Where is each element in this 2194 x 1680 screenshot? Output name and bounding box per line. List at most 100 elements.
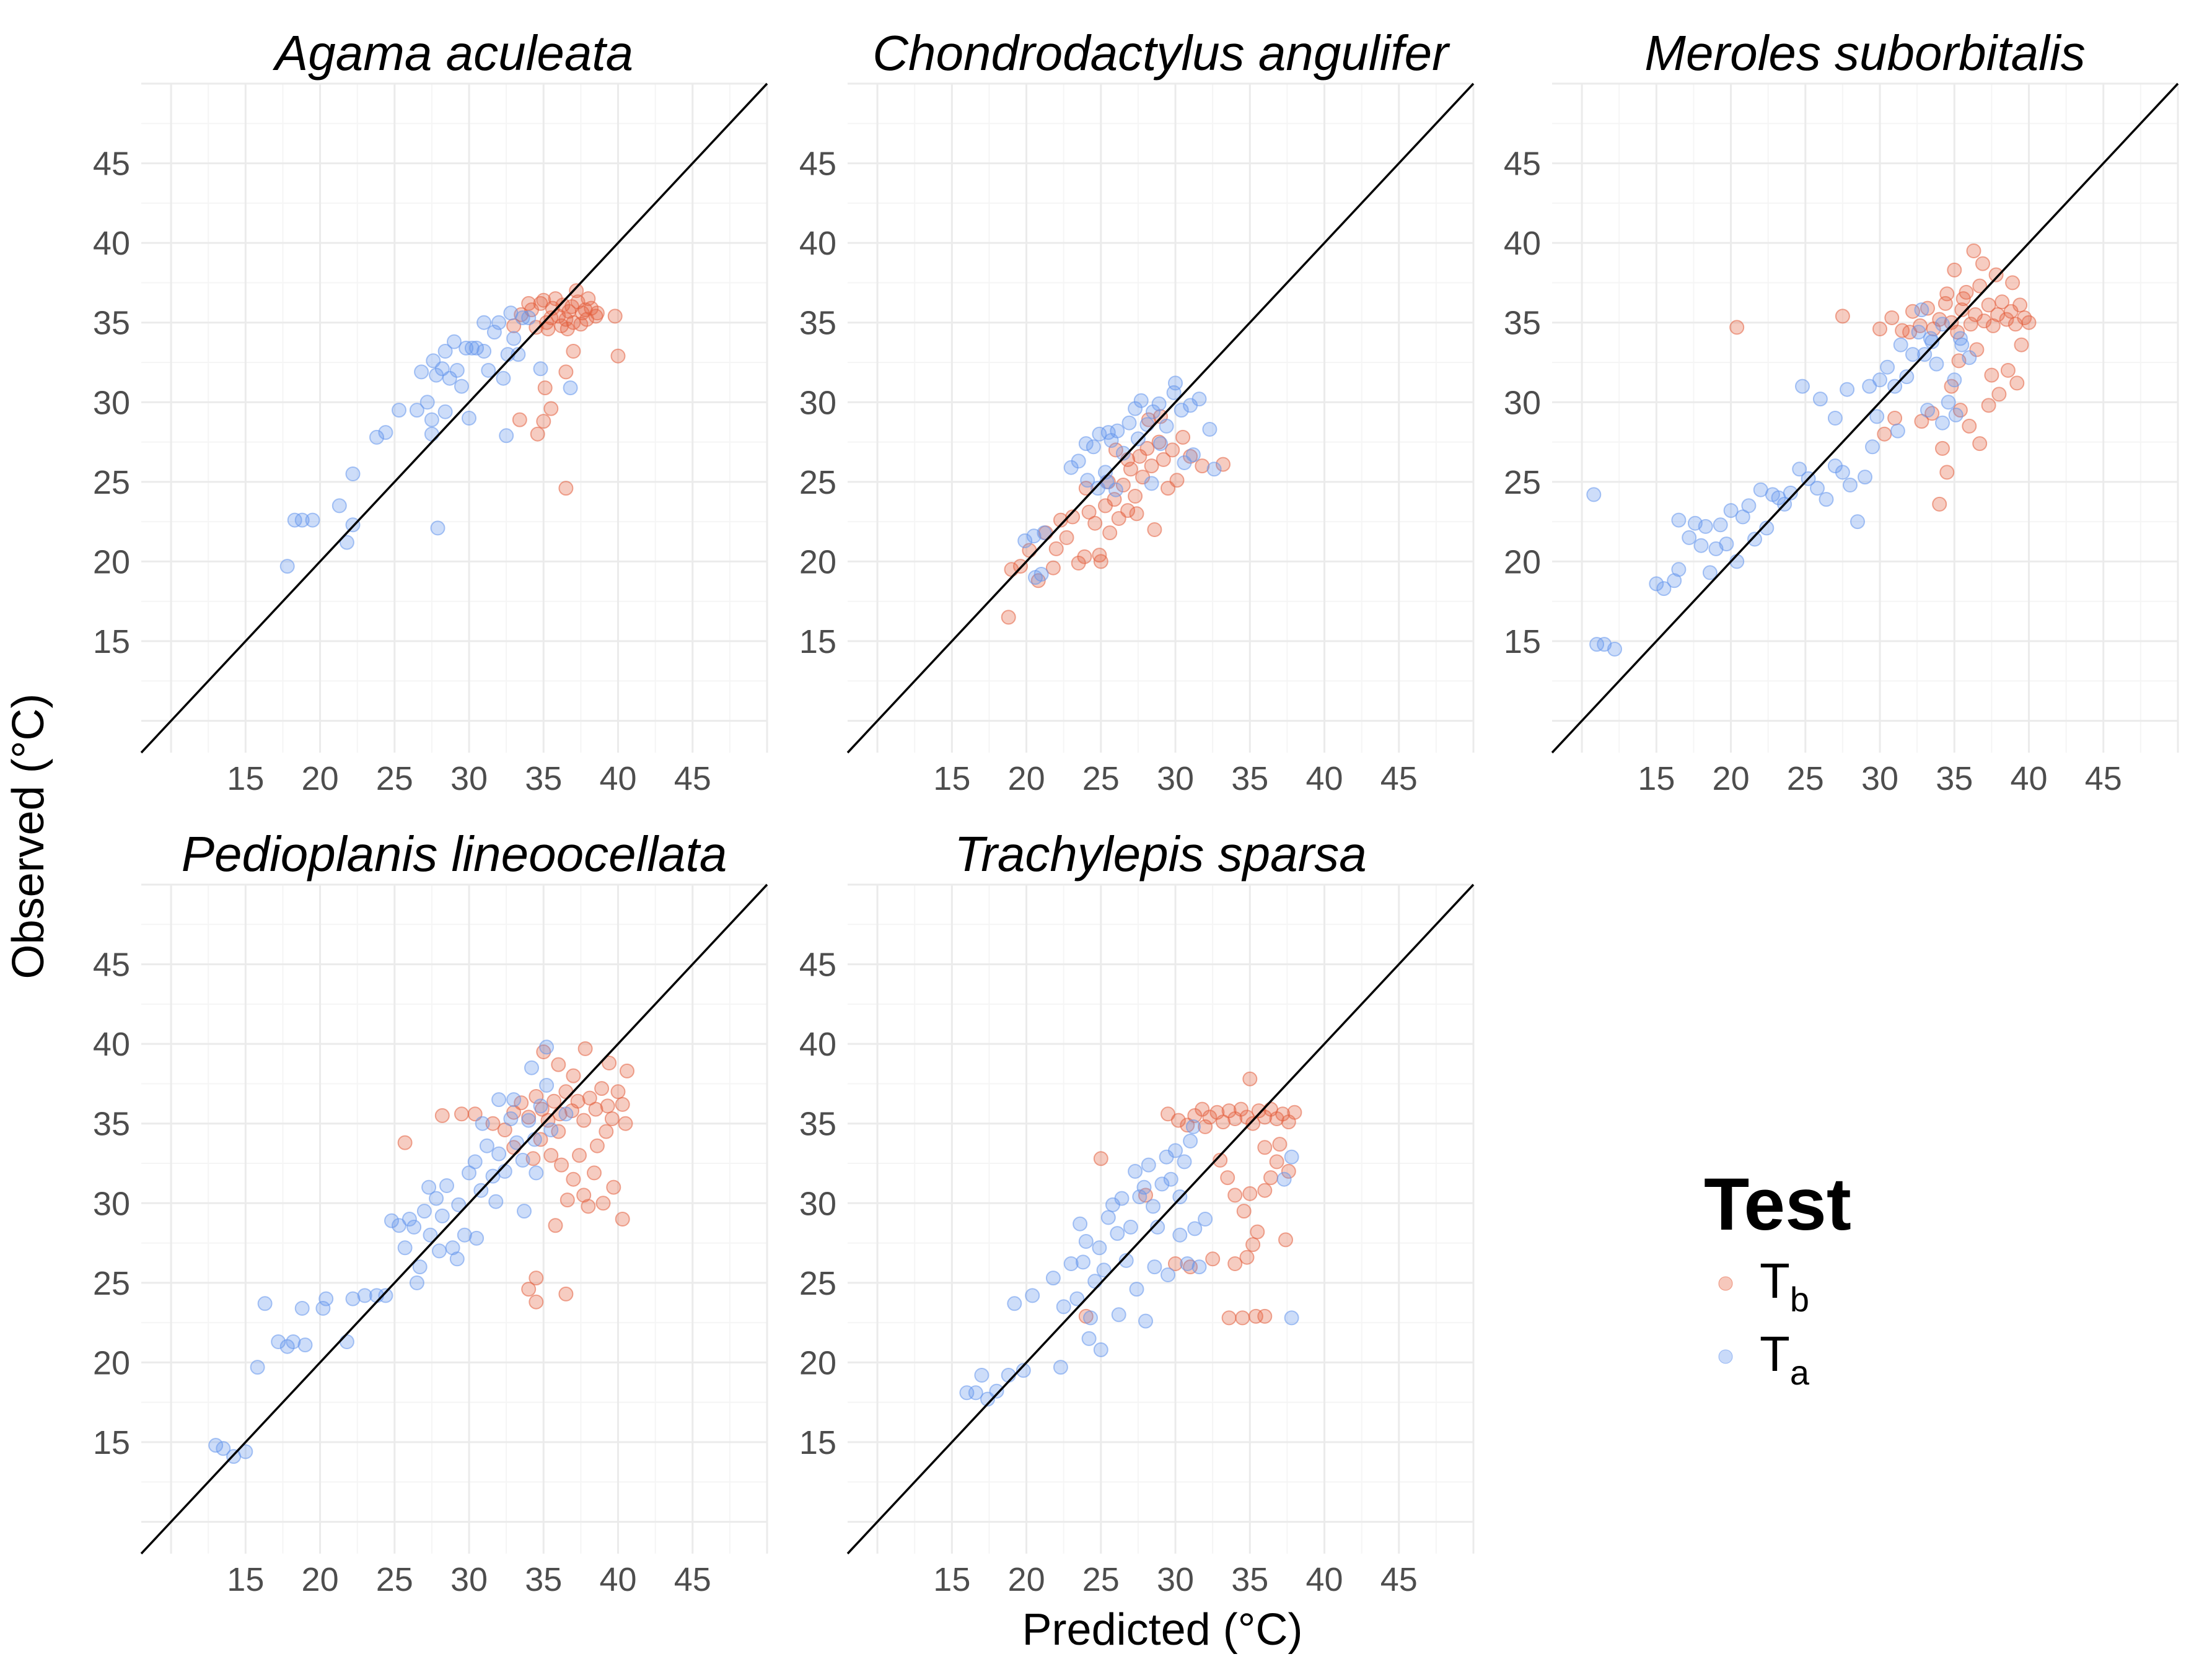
- data-point: [1080, 473, 1095, 488]
- data-point: [392, 403, 406, 418]
- data-point: [529, 1294, 544, 1310]
- data-point: [1947, 262, 1962, 278]
- data-point: [294, 1301, 310, 1316]
- data-point: [1017, 533, 1033, 548]
- data-point: [1144, 458, 1159, 474]
- data-point: [1133, 393, 1149, 408]
- data-point: [1081, 1331, 1097, 1346]
- data-point: [558, 1084, 574, 1100]
- data-point: [529, 1271, 544, 1286]
- data-point: [1887, 411, 1903, 426]
- data-point: [439, 1178, 454, 1193]
- y-tick-label: 20: [93, 543, 130, 580]
- reference-line: [1551, 82, 2179, 754]
- data-point: [384, 1213, 399, 1228]
- data-point: [1086, 439, 1101, 455]
- data-point: [600, 1098, 615, 1114]
- data-point: [491, 315, 507, 330]
- reference-line: [846, 883, 1475, 1555]
- data-point: [511, 347, 526, 362]
- y-tick-label: 20: [799, 1344, 836, 1381]
- data-point: [1835, 308, 1850, 324]
- x-tick-label: 45: [1380, 760, 1418, 797]
- data-point: [566, 1171, 581, 1187]
- data-point: [1221, 1103, 1237, 1119]
- data-point: [475, 1116, 490, 1131]
- data-point: [1935, 440, 1950, 456]
- data-point: [476, 315, 492, 330]
- data-point: [1141, 1157, 1156, 1173]
- data-point: [1045, 560, 1061, 575]
- data-point: [1132, 448, 1147, 464]
- x-tick-label: 25: [376, 1561, 413, 1598]
- x-tick-label: 20: [1008, 760, 1045, 797]
- data-point: [1850, 514, 1865, 530]
- data-point: [1869, 409, 1885, 424]
- data-point: [339, 1334, 354, 1349]
- y-tick-label: 30: [1504, 384, 1541, 421]
- data-point: [536, 414, 551, 429]
- x-tick-label: 35: [1231, 1561, 1268, 1598]
- grid: [848, 883, 1475, 1554]
- data-point: [1235, 1310, 1250, 1326]
- panel-3: Meroles suborbitalis 15 15 20 20 25 25 30 30 35 35…: [1504, 25, 2179, 797]
- data-point: [297, 1337, 313, 1353]
- data-point: [1123, 1219, 1138, 1235]
- data-point: [537, 380, 553, 396]
- data-point: [1073, 1216, 1088, 1232]
- data-point: [1065, 509, 1081, 525]
- x-tick-label: 15: [933, 760, 970, 797]
- data-point: [469, 340, 485, 356]
- data-point: [476, 344, 492, 359]
- data-point: [1759, 520, 1775, 536]
- data-point: [1056, 1299, 1071, 1315]
- data-point: [305, 512, 320, 528]
- x-tick-label: 25: [376, 760, 413, 797]
- data-point: [594, 1081, 610, 1096]
- data-point: [434, 1108, 450, 1123]
- data-point: [577, 1041, 593, 1056]
- data-point: [424, 412, 439, 427]
- data-point: [1263, 1170, 1278, 1186]
- data-point: [1257, 1183, 1273, 1198]
- data-point: [1093, 1342, 1108, 1357]
- data-point: [572, 1148, 587, 1163]
- data-point: [437, 344, 453, 359]
- data-point: [1191, 392, 1207, 407]
- data-point: [1144, 476, 1159, 491]
- data-point: [1150, 1219, 1165, 1235]
- data-point: [1257, 1308, 1273, 1324]
- data-point: [430, 520, 445, 536]
- data-point: [1880, 359, 1895, 375]
- data-point: [1713, 517, 1728, 533]
- data-point: [2021, 315, 2037, 330]
- data-point: [488, 1194, 504, 1209]
- panel-title: Agama aculeata: [273, 25, 633, 81]
- data-point: [1147, 522, 1162, 537]
- data-point: [1242, 1186, 1258, 1201]
- data-point: [1118, 1253, 1134, 1268]
- grid: [1552, 82, 2179, 753]
- data-point: [464, 340, 480, 356]
- x-tick-label: 30: [1157, 1561, 1194, 1598]
- x-tick-label: 15: [933, 1561, 970, 1598]
- data-point: [558, 1106, 574, 1122]
- y-tick-label: 15: [93, 623, 130, 660]
- data-point: [554, 1157, 569, 1173]
- data-point: [216, 1441, 231, 1456]
- data-point: [589, 305, 605, 321]
- data-point: [620, 1063, 634, 1078]
- data-point: [1269, 1154, 1284, 1170]
- data-point: [238, 1444, 253, 1459]
- y-axis-label: Observed (°C): [4, 694, 53, 979]
- data-point: [1110, 1226, 1125, 1241]
- data-point: [1586, 487, 1602, 502]
- y-tick-label: 20: [799, 543, 836, 580]
- data-point: [491, 1146, 507, 1162]
- data-point: [1795, 378, 1810, 394]
- data-point: [1698, 518, 1713, 534]
- data-point: [521, 310, 537, 325]
- data-point: [423, 1227, 438, 1243]
- data-point: [1843, 478, 1858, 492]
- data-point: [421, 1179, 437, 1195]
